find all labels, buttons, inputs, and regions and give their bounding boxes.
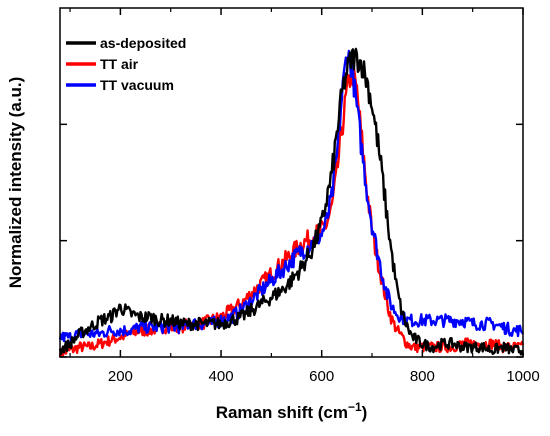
legend: as-deposited TT air TT vacuum [66,35,186,93]
x-axis-title: Raman shift (cm−1) [216,400,368,422]
series-layer [58,47,525,358]
axis-layer: 200 400 600 800 1000 [60,8,540,385]
x-tick-label: 800 [410,368,435,385]
series-line-tt-vacuum [58,49,525,344]
legend-label-as-deposited: as-deposited [100,35,186,51]
series-line-tt-air [58,62,525,358]
series-line-as-deposited [58,47,525,356]
x-axis-title-sup: −1 [348,400,362,414]
x-axis-title-main: Raman shift (cm [216,403,348,422]
plot-frame [59,7,524,358]
x-tick-label: 1000 [506,368,539,385]
x-tick-label: 600 [309,368,334,385]
x-axis-title-end: ) [362,403,368,422]
x-tick-label: 200 [108,368,133,385]
y-axis-title: Normalized intensity (a.u.) [6,77,25,289]
legend-label-tt-vacuum: TT vacuum [100,77,174,93]
legend-label-tt-air: TT air [100,56,139,72]
x-tick-label: 400 [209,368,234,385]
